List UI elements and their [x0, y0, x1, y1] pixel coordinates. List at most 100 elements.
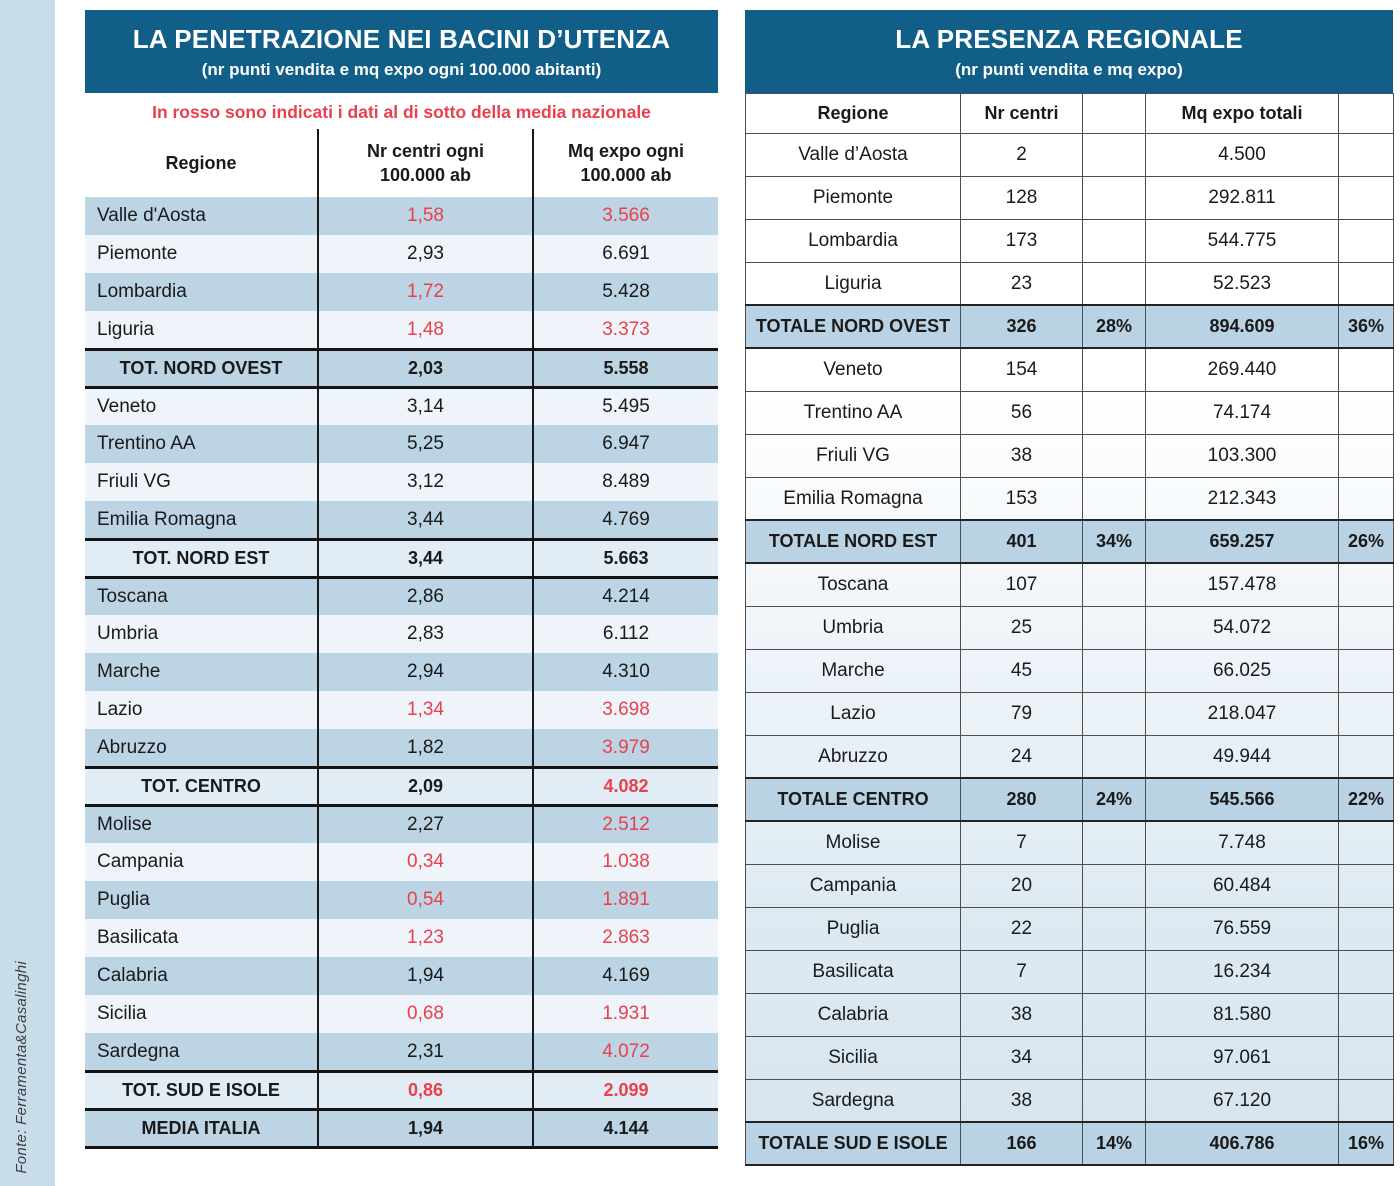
value-cell — [1082, 347, 1146, 392]
value-cell — [1082, 734, 1146, 779]
region-cell: TOT. SUD E ISOLE — [85, 1069, 318, 1111]
value-cell: 3,14 — [317, 387, 533, 426]
value-cell: 22% — [1338, 777, 1394, 823]
region-cell: Calabria — [97, 965, 168, 987]
penetrazione-title: LA PENETRAZIONE NEI BACINI D’UTENZA — [132, 24, 671, 54]
table-row: Lazio 1,34 3.698 — [85, 691, 718, 730]
presenza-title-banner: LA PRESENZA REGIONALE (nr punti vendita … — [745, 10, 1393, 93]
value-cell: 2.863 — [532, 919, 718, 958]
value-cell: 4.169 — [532, 957, 718, 996]
value-cell: 3.698 — [532, 691, 718, 730]
value-cell: 2,86 — [317, 577, 533, 616]
table-row: Molise 7 7.748 — [745, 820, 1394, 865]
region-cell: Lombardia — [97, 281, 187, 303]
value-cell: 4.072 — [532, 1033, 718, 1072]
region-cell: Puglia — [745, 906, 961, 951]
table-row: Valle d'Aosta 1,58 3.566 — [85, 197, 718, 236]
value-cell: 54.072 — [1145, 605, 1339, 650]
region-cell: Sardegna — [97, 1040, 180, 1062]
value-cell: 173 — [960, 218, 1083, 263]
region-cell: Sicilia — [97, 1003, 147, 1025]
value-cell — [1082, 906, 1146, 951]
presenza-panel: LA PRESENZA REGIONALE (nr punti vendita … — [745, 10, 1394, 1167]
table-row: TOT. CENTRO 2,09 4.082 — [85, 765, 718, 807]
value-cell: 2,94 — [317, 653, 533, 692]
value-cell: 2,27 — [317, 805, 533, 844]
presenza-table: Regione Nr centri Mq expo totali Valle d… — [745, 92, 1394, 1167]
value-cell: 24% — [1082, 777, 1146, 823]
table-row: Marche 45 66.025 — [745, 648, 1394, 693]
value-cell: 60.484 — [1145, 863, 1339, 908]
value-cell: 1,94 — [317, 957, 533, 996]
value-cell: 1,23 — [317, 919, 533, 958]
value-cell — [1082, 1035, 1146, 1080]
value-cell: 269.440 — [1145, 347, 1339, 392]
value-cell: 2 — [960, 132, 1083, 177]
value-cell: 280 — [960, 777, 1083, 823]
value-cell — [1082, 476, 1146, 521]
table-row: Piemonte 2,93 6.691 — [85, 235, 718, 274]
table-row: Sardegna 2,31 4.072 — [85, 1033, 718, 1072]
region-cell: Marche — [97, 661, 161, 683]
penetrazione-table-body: Valle d'Aosta 1,58 3.566 Piemonte 2,93 6.691 L… — [85, 197, 718, 1149]
value-cell — [1082, 820, 1146, 865]
value-cell: 2,83 — [317, 615, 533, 654]
value-cell: 6.947 — [532, 425, 718, 464]
value-cell: 4.082 — [532, 765, 718, 807]
value-cell: 103.300 — [1145, 433, 1339, 478]
value-cell — [1338, 433, 1394, 478]
value-cell: 24 — [960, 734, 1083, 779]
value-cell: 4.214 — [532, 577, 718, 616]
value-cell: 3,44 — [317, 537, 533, 579]
region-cell: Trentino AA — [97, 433, 196, 455]
region-cell: Abruzzo — [97, 736, 167, 758]
table-row: Sicilia 34 97.061 — [745, 1035, 1394, 1080]
value-cell — [1082, 605, 1146, 650]
value-cell: 5,25 — [317, 425, 533, 464]
value-cell: 128 — [960, 175, 1083, 220]
value-cell: 2.512 — [532, 805, 718, 844]
table-row: Friuli VG 38 103.300 — [745, 433, 1394, 478]
table-row: Liguria 23 52.523 — [745, 261, 1394, 306]
region-cell: TOTALE SUD E ISOLE — [745, 1121, 961, 1167]
value-cell: 2,03 — [317, 347, 533, 389]
region-cell: Puglia — [97, 889, 150, 911]
value-cell — [1082, 992, 1146, 1037]
column-header-pct-mq — [1338, 92, 1394, 134]
table-row: Umbria 2,83 6.112 — [85, 615, 718, 654]
region-cell: Piemonte — [97, 243, 178, 265]
value-cell: 28% — [1082, 304, 1146, 350]
value-cell — [1338, 132, 1394, 177]
region-cell: Sicilia — [745, 1035, 961, 1080]
table-row: Puglia 0,54 1.891 — [85, 881, 718, 920]
region-cell: TOT. CENTRO — [85, 765, 318, 807]
value-cell: 81.580 — [1145, 992, 1339, 1037]
value-cell: 6.112 — [532, 615, 718, 654]
value-cell: 406.786 — [1145, 1121, 1339, 1167]
region-cell: Lombardia — [745, 218, 961, 263]
table-row: Emilia Romagna 153 212.343 — [745, 476, 1394, 521]
penetrazione-header-row: Regione Nr centri ogni 100.000 ab Mq exp… — [85, 128, 718, 198]
region-cell: Umbria — [745, 605, 961, 650]
value-cell: 8.489 — [532, 463, 718, 502]
value-cell — [1338, 562, 1394, 607]
value-cell — [1338, 906, 1394, 951]
value-cell — [1338, 949, 1394, 994]
value-cell: 34 — [960, 1035, 1083, 1080]
table-row: Abruzzo 1,82 3.979 — [85, 729, 718, 768]
region-cell: MEDIA ITALIA — [85, 1107, 318, 1149]
table-row: Calabria 38 81.580 — [745, 992, 1394, 1037]
value-cell: 7 — [960, 820, 1083, 865]
table-row: Veneto 3,14 5.495 — [85, 387, 718, 426]
table-row: Sardegna 38 67.120 — [745, 1078, 1394, 1123]
region-cell: Molise — [745, 820, 961, 865]
table-row: Abruzzo 24 49.944 — [745, 734, 1394, 779]
value-cell — [1338, 175, 1394, 220]
table-row: TOTALE CENTRO 280 24% 545.566 22% — [745, 777, 1394, 823]
value-cell — [1338, 390, 1394, 435]
value-cell: 6.691 — [532, 235, 718, 274]
value-cell: 97.061 — [1145, 1035, 1339, 1080]
table-row: Trentino AA 5,25 6.947 — [85, 425, 718, 464]
region-cell: Liguria — [97, 318, 155, 340]
table-row: Calabria 1,94 4.169 — [85, 957, 718, 996]
